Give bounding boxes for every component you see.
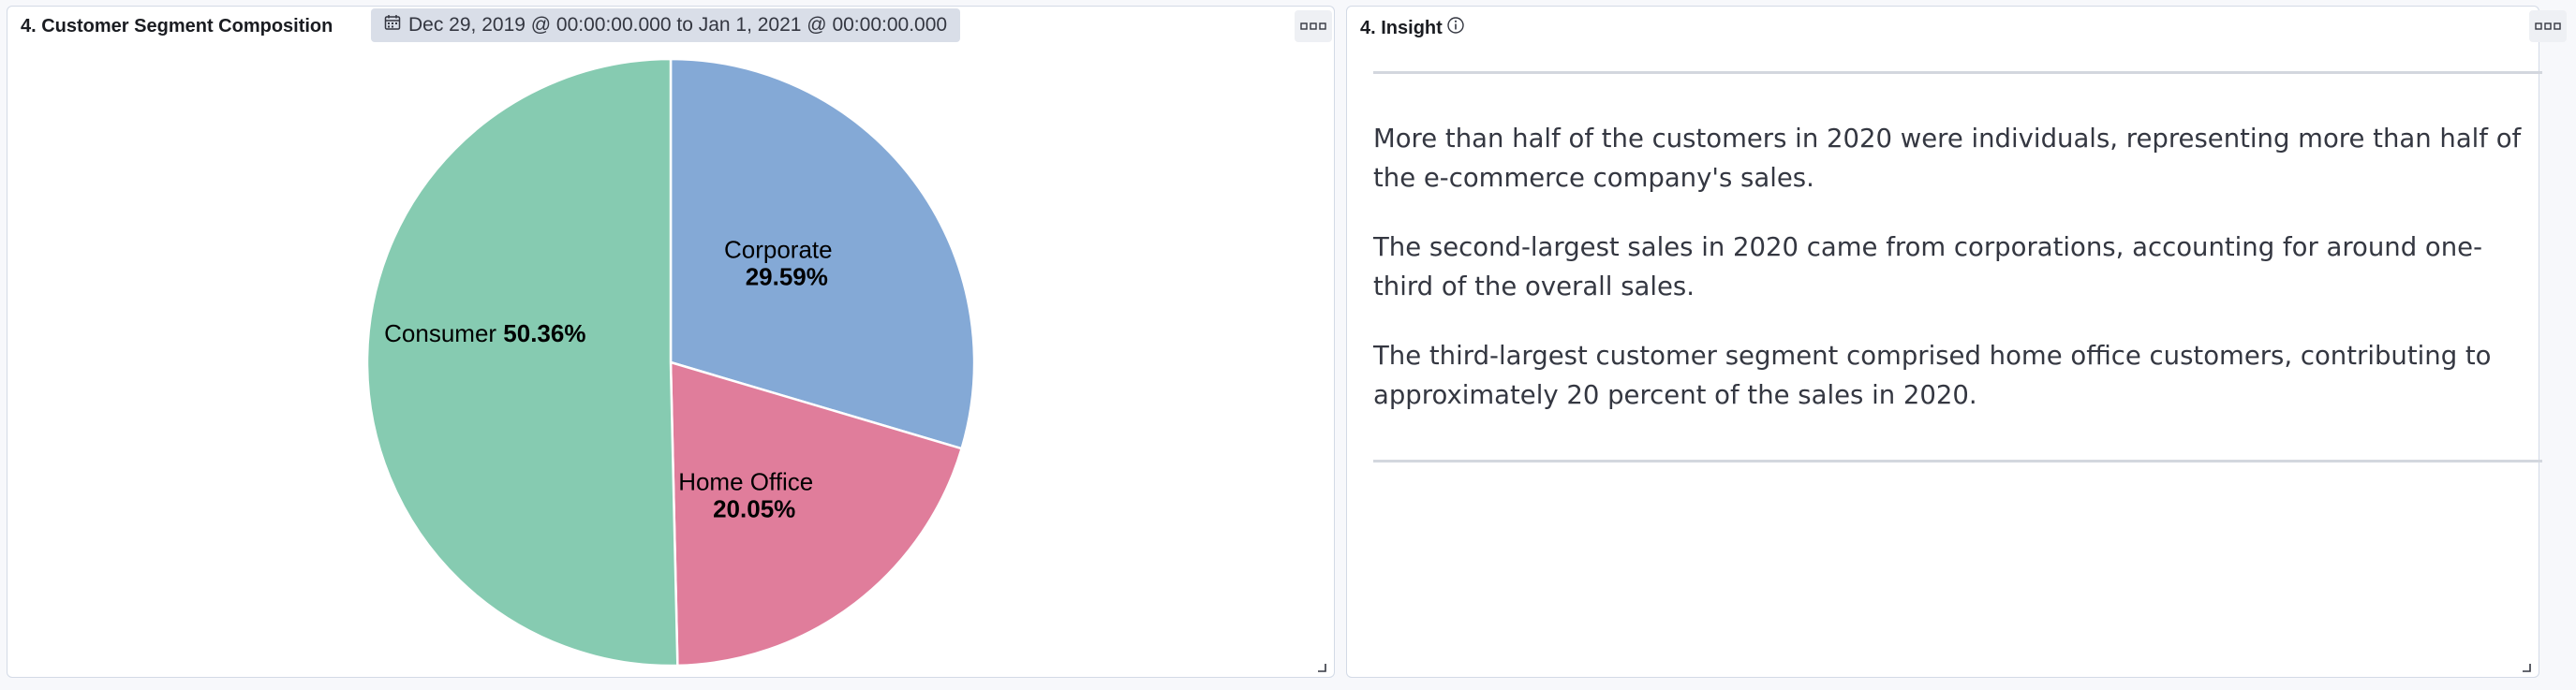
divider: [1373, 71, 2542, 74]
slice-value-home-office: 20.05%: [713, 495, 795, 523]
insight-text: More than half of the customers in 2020 …: [1373, 119, 2525, 445]
pie-slice-home-office[interactable]: [669, 360, 964, 668]
pie-slice-consumer[interactable]: [365, 57, 679, 668]
insight-paragraph: The third-largest customer segment compr…: [1373, 341, 2492, 410]
panel-options-button[interactable]: [1295, 10, 1332, 42]
info-icon[interactable]: [1446, 16, 1465, 40]
slice-label-consumer: Consumer 50.36%: [384, 319, 585, 347]
slice-label-corporate: Corporate: [724, 235, 833, 263]
insight-title-container: 4. Insight: [1360, 16, 1465, 40]
insight-panel: 4. Insight More than half of the custome…: [1346, 6, 2567, 678]
divider: [1373, 460, 2542, 462]
calendar-icon: [384, 14, 401, 37]
options-menu-icon: [2535, 22, 2561, 30]
slice-value-corporate: 29.59%: [746, 262, 828, 290]
options-menu-icon: [1300, 22, 1326, 30]
time-range-text: Dec 29, 2019 @ 00:00:00.000 to Jan 1, 20…: [408, 14, 948, 36]
panel-title: 4. Customer Segment Composition: [21, 16, 333, 37]
resize-handle-icon[interactable]: [1317, 660, 1326, 672]
resize-handle-icon[interactable]: [2522, 660, 2531, 672]
chart-panel: Corporate 29.59% Home Office 20.05% Consumer…: [7, 6, 1335, 678]
slice-value-consumer: 50.36%: [503, 319, 585, 347]
panel-title: 4. Insight: [1360, 17, 1443, 38]
insight-paragraph: More than half of the customers in 2020 …: [1373, 124, 2522, 193]
slice-label-home-office: Home Office: [678, 468, 813, 496]
panel-options-button[interactable]: [2529, 10, 2567, 42]
pie-slice-corporate[interactable]: [669, 57, 976, 450]
insight-paragraph: The second-largest sales in 2020 came fr…: [1373, 232, 2483, 301]
time-range-badge[interactable]: Dec 29, 2019 @ 00:00:00.000 to Jan 1, 20…: [371, 8, 961, 42]
